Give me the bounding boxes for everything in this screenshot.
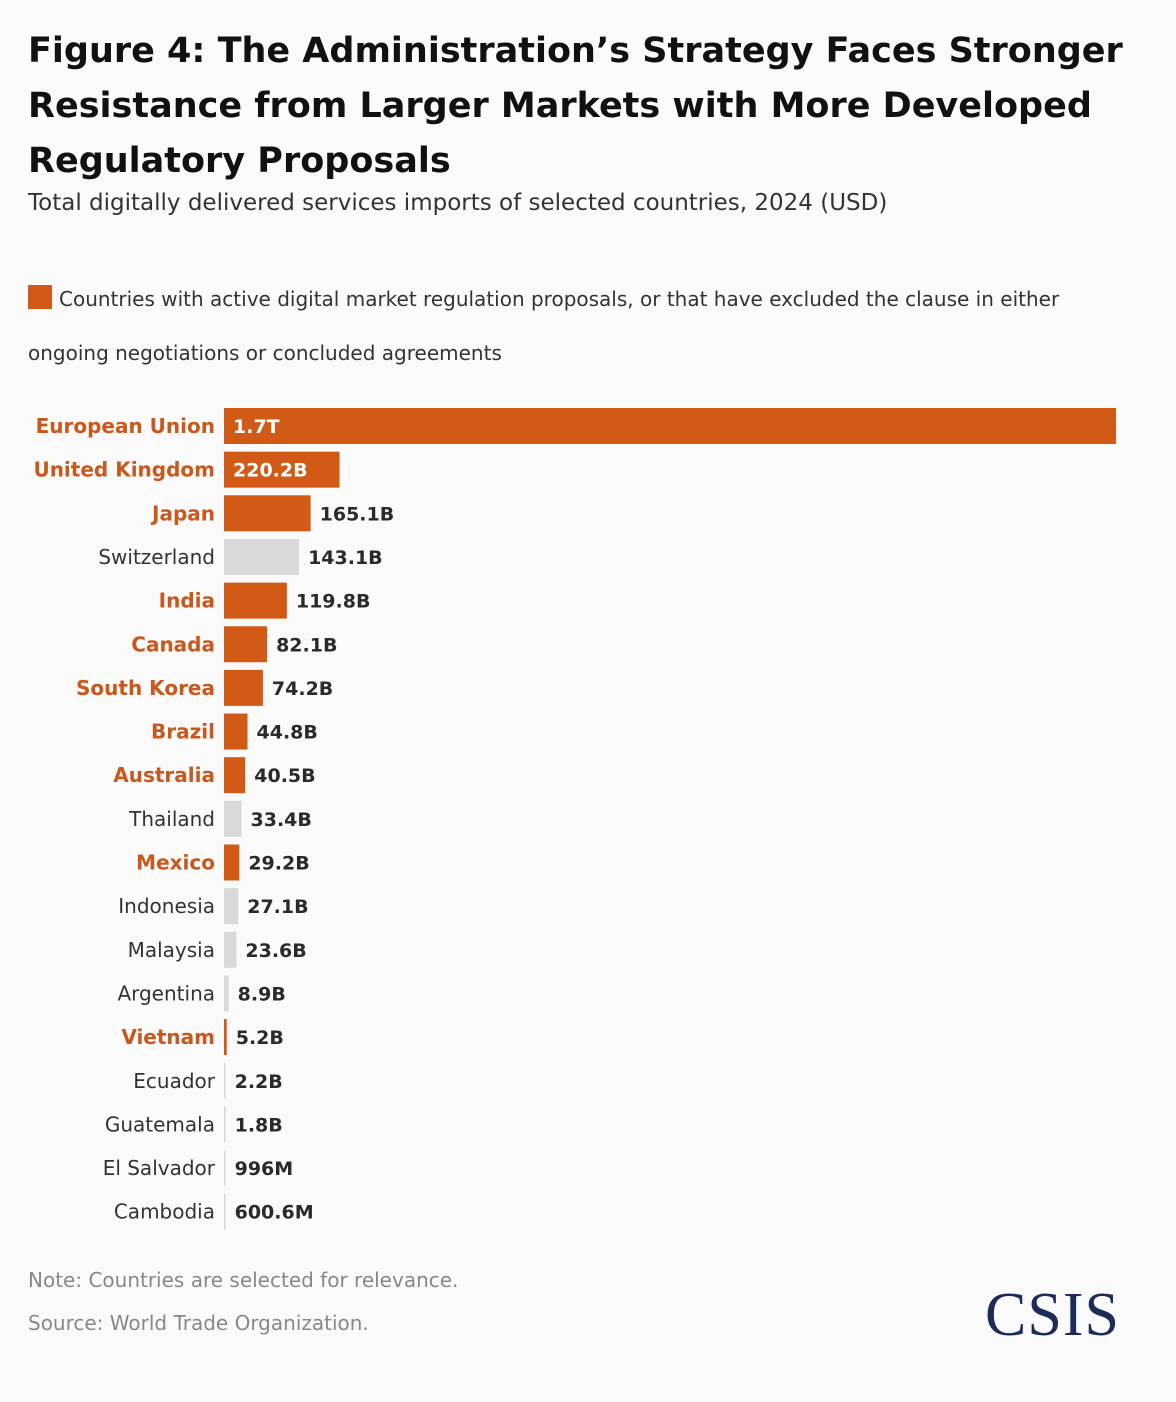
- value-label-el-salvador: 996M: [235, 1158, 294, 1180]
- category-label-japan: Japan: [150, 501, 215, 525]
- legend: Countries with active digital market reg…: [28, 272, 1138, 380]
- value-label-cambodia: 600.6M: [235, 1202, 314, 1224]
- csis-logo: CSIS: [985, 1281, 1120, 1349]
- value-label-thailand: 33.4B: [251, 809, 312, 831]
- category-label-indonesia: Indonesia: [118, 894, 215, 918]
- chart-note: Note: Countries are selected for relevan…: [28, 1268, 459, 1292]
- value-label-european-union: 1.7T: [233, 416, 280, 438]
- chart-title: Figure 4: The Administration’s Strategy …: [28, 31, 1123, 181]
- value-label-india: 119.8B: [296, 591, 371, 613]
- value-label-switzerland: 143.1B: [308, 547, 383, 569]
- value-label-malaysia: 23.6B: [245, 940, 306, 962]
- chart-subtitle: Total digitally delivered services impor…: [28, 190, 888, 216]
- category-label-thailand: Thailand: [128, 807, 215, 831]
- value-label-argentina: 8.9B: [238, 983, 286, 1005]
- category-label-united-kingdom: United Kingdom: [33, 458, 215, 482]
- category-label-switzerland: Switzerland: [98, 545, 215, 569]
- value-label-japan: 165.1B: [320, 503, 395, 525]
- bar-european-union: [224, 408, 1116, 444]
- bar-australia: [224, 757, 246, 794]
- category-label-south-korea: South Korea: [76, 676, 215, 700]
- bar-cambodia: [224, 1193, 226, 1230]
- value-label-vietnam: 5.2B: [236, 1027, 284, 1049]
- value-label-guatemala: 1.8B: [235, 1114, 283, 1136]
- value-label-canada: 82.1B: [276, 634, 337, 656]
- category-label-malaysia: Malaysia: [128, 938, 215, 962]
- legend-swatch: [28, 285, 52, 309]
- bar-brazil: [224, 713, 248, 750]
- bar-malaysia: [224, 931, 237, 968]
- bar-ecuador: [224, 1062, 226, 1099]
- bar-canada: [224, 626, 268, 663]
- bar-guatemala: [224, 1106, 226, 1143]
- category-label-guatemala: Guatemala: [105, 1112, 215, 1136]
- bar-switzerland: [224, 538, 300, 575]
- category-label-mexico: Mexico: [136, 851, 215, 875]
- category-label-european-union: European Union: [36, 414, 215, 438]
- category-label-india: India: [159, 589, 215, 613]
- bar-vietnam: [224, 1019, 227, 1056]
- category-label-canada: Canada: [131, 632, 215, 656]
- category-label-brazil: Brazil: [151, 720, 215, 744]
- bar-indonesia: [224, 888, 239, 925]
- value-label-australia: 40.5B: [254, 765, 315, 787]
- category-label-ecuador: Ecuador: [133, 1069, 215, 1093]
- value-label-ecuador: 2.2B: [235, 1071, 283, 1093]
- bar-united-kingdom: [224, 451, 340, 488]
- category-label-vietnam: Vietnam: [121, 1025, 215, 1049]
- value-label-brazil: 44.8B: [257, 722, 318, 744]
- bar-thailand: [224, 800, 242, 837]
- bar-japan: [224, 495, 311, 532]
- category-label-el-salvador: El Salvador: [103, 1156, 216, 1180]
- bar-chart: European Union 1.7T United Kingdom 220.2B Ja…: [33, 408, 1116, 1230]
- value-label-mexico: 29.2B: [248, 853, 309, 875]
- chart-source: Source: World Trade Organization.: [28, 1311, 369, 1335]
- category-label-australia: Australia: [113, 763, 215, 787]
- category-label-cambodia: Cambodia: [114, 1200, 215, 1224]
- bar-mexico: [224, 844, 240, 881]
- category-label-argentina: Argentina: [117, 981, 215, 1005]
- value-label-indonesia: 27.1B: [247, 896, 308, 918]
- bar-el-salvador: [224, 1150, 226, 1187]
- bar-argentina: [224, 975, 229, 1012]
- value-label-south-korea: 74.2B: [272, 678, 333, 700]
- bar-south-korea: [224, 669, 263, 706]
- legend-label: Countries with active digital market reg…: [28, 287, 1060, 365]
- bar-india: [224, 582, 287, 619]
- value-label-united-kingdom: 220.2B: [233, 460, 308, 482]
